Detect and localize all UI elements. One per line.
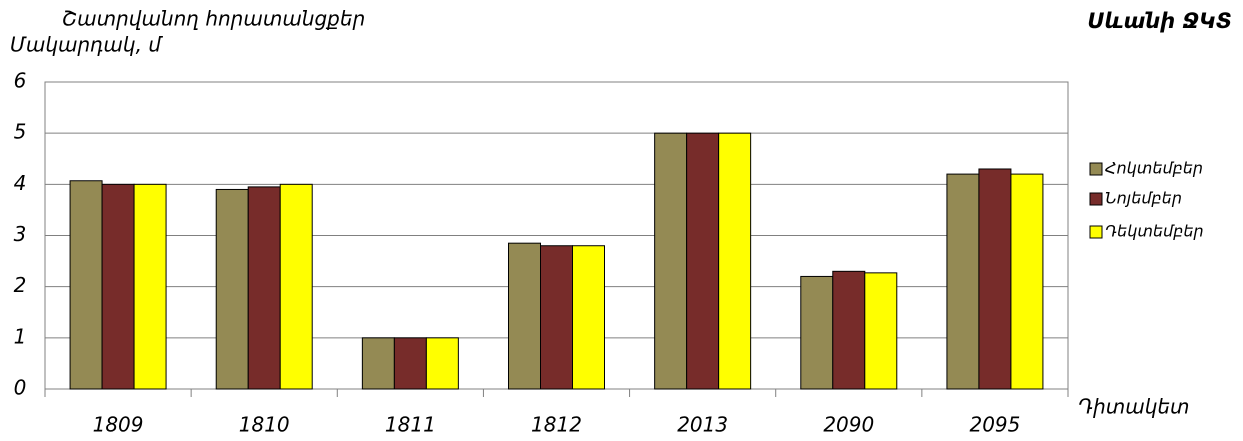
legend-label: Դեկտեմբեր (1105, 222, 1204, 241)
bar (572, 245, 605, 390)
legend-label: Հոկտեմբեր (1105, 159, 1203, 178)
y-axis-label: Մակարդակ, մ (10, 33, 163, 57)
x-tick-label: 1811 (385, 413, 436, 437)
y-tick-label: 6 (14, 69, 27, 93)
x-tick-label: 2013 (677, 413, 728, 437)
chart-subtitle: Շատրվանող հորատանցքեր (62, 7, 365, 31)
y-tick-label: 5 (14, 120, 27, 144)
bar (654, 132, 688, 390)
y-tick-label: 1 (14, 324, 27, 348)
x-tick-label: 2095 (969, 413, 1020, 437)
legend-swatch (1089, 225, 1103, 239)
x-tick-label: 1812 (531, 413, 582, 437)
bar (361, 337, 395, 390)
bar (101, 183, 135, 390)
chart-title: Սևանի ՋԿՏ (1087, 9, 1232, 33)
bar (247, 186, 281, 390)
y-tick-label: 0 (14, 376, 27, 400)
bar (978, 168, 1012, 390)
bar (279, 183, 313, 390)
bar (508, 242, 541, 390)
x-tick-label: 1809 (93, 413, 144, 437)
bar (425, 337, 459, 390)
x-tick-label: 2090 (823, 413, 874, 437)
bar (133, 183, 167, 390)
bar (946, 173, 980, 390)
y-tick-label: 3 (14, 222, 27, 246)
y-tick-label: 4 (14, 171, 27, 195)
bar (832, 270, 866, 390)
legend-swatch (1089, 192, 1103, 206)
bar (393, 337, 427, 390)
bar (718, 132, 752, 390)
legend-label: Նոյեմբեր (1105, 189, 1182, 208)
legend-swatch (1089, 162, 1103, 176)
bar (800, 275, 834, 390)
x-tick-label: 1810 (239, 413, 290, 437)
bar (1010, 173, 1044, 390)
bar (215, 188, 249, 390)
bar (864, 272, 898, 390)
bar (686, 132, 720, 390)
y-tick-label: 2 (14, 273, 27, 297)
x-axis-label: Դիտակետ (1078, 395, 1190, 419)
bar (540, 245, 573, 390)
bar (69, 180, 103, 390)
